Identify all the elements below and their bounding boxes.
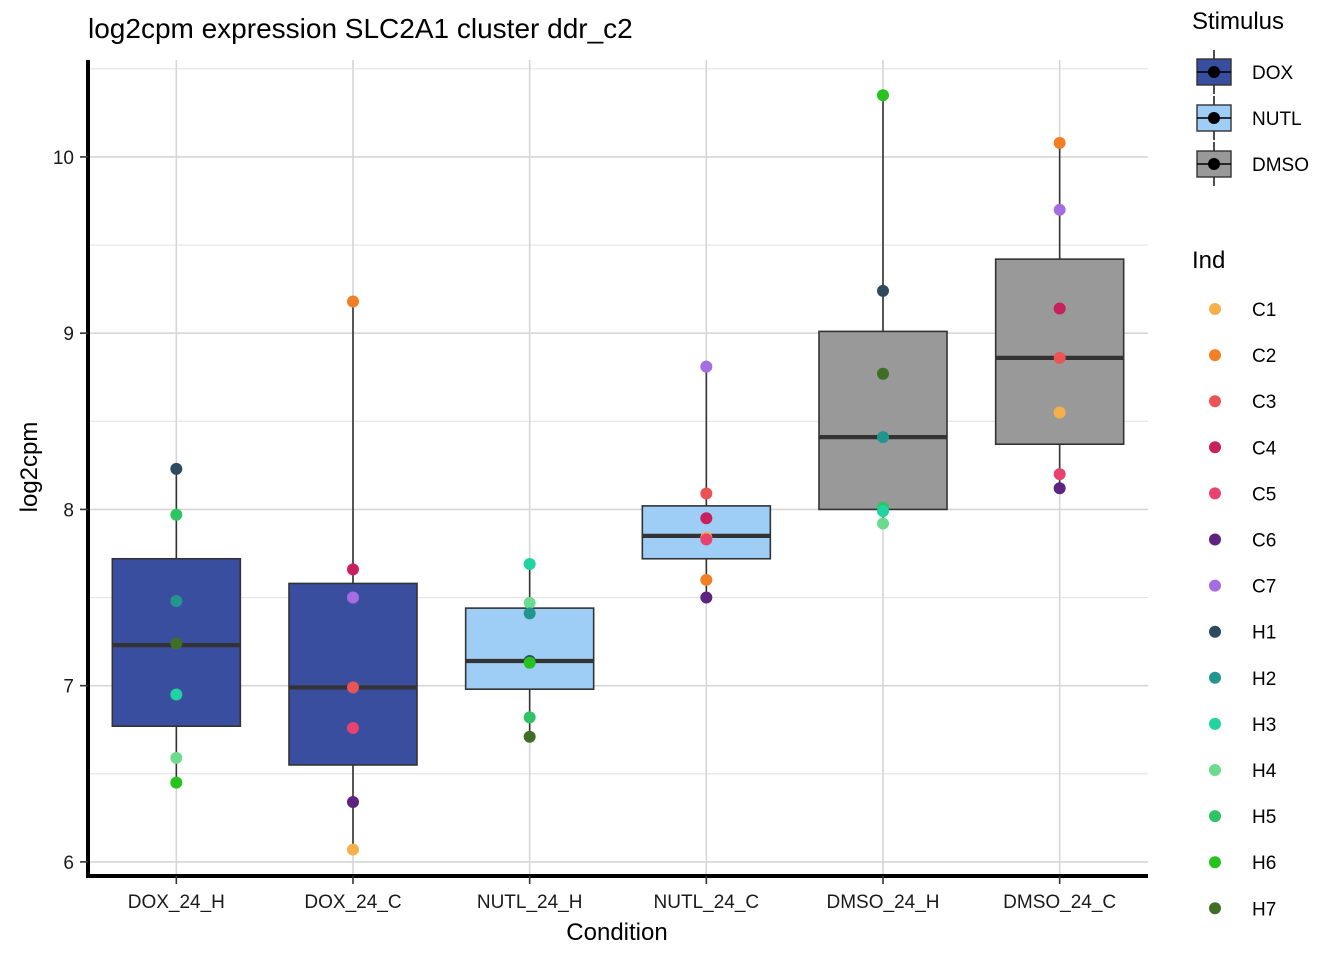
legend-swatch-c6	[1209, 533, 1221, 546]
data-point	[1053, 468, 1066, 481]
data-point	[700, 487, 713, 500]
data-point	[170, 462, 183, 475]
box-iqr	[288, 582, 418, 766]
data-point	[347, 843, 359, 856]
data-point	[523, 596, 536, 609]
data-point	[347, 681, 359, 694]
legend-label: C6	[1252, 531, 1276, 552]
grid	[88, 60, 1148, 876]
ind-legend-title: Ind	[1192, 247, 1225, 274]
legend-swatch-h4	[1209, 764, 1221, 776]
box-iqr	[818, 330, 948, 511]
data-point	[700, 512, 713, 525]
legend-swatch-h7	[1209, 902, 1221, 915]
legend-label: H2	[1252, 669, 1276, 690]
x-tick-label: DMSO_24_C	[1003, 892, 1116, 913]
chart-title: log2cpm expression SLC2A1 cluster ddr_c2	[88, 13, 633, 44]
legend-label: H3	[1252, 715, 1276, 736]
box-iqr	[464, 607, 595, 690]
data-point	[877, 431, 889, 444]
data-point	[877, 505, 889, 518]
points	[170, 89, 1066, 856]
legend-swatch-h5	[1209, 810, 1221, 823]
y-tick-label: 9	[63, 324, 74, 345]
legend-label: C7	[1252, 577, 1276, 598]
y-axis-label: log2cpm	[16, 422, 43, 513]
legend-label: C1	[1252, 300, 1276, 321]
data-point	[877, 284, 889, 297]
data-point	[347, 721, 359, 734]
y-tick-label: 10	[53, 148, 74, 169]
y-tick-label: 7	[63, 677, 74, 698]
x-tick-label: NUTL_24_H	[477, 892, 583, 913]
data-point	[1053, 136, 1066, 149]
data-point	[1053, 482, 1066, 495]
data-point	[523, 607, 536, 620]
data-point	[700, 573, 713, 586]
legend-swatch-h1	[1209, 625, 1221, 638]
x-tick-label: DMSO_24_H	[827, 892, 940, 913]
legend-label: C5	[1252, 484, 1276, 505]
data-point	[1053, 406, 1066, 419]
legend-label: H4	[1252, 761, 1277, 782]
legend-label: C4	[1252, 438, 1277, 459]
legend-swatch-c4	[1209, 441, 1221, 454]
legend-label: DMSO	[1252, 155, 1309, 176]
data-point	[877, 517, 889, 530]
legend-label: C2	[1252, 346, 1276, 367]
data-point	[1053, 351, 1066, 364]
y-tick-label: 6	[63, 853, 74, 874]
legend-label: H1	[1252, 623, 1276, 644]
legend-swatch-c1	[1209, 303, 1221, 315]
data-point	[170, 508, 183, 521]
x-tick-label: DOX_24_H	[128, 892, 225, 913]
legend-swatch-c3	[1209, 395, 1221, 408]
data-point	[523, 558, 536, 571]
data-point	[347, 563, 359, 576]
data-point	[170, 637, 183, 650]
ind-legend: Ind C1 C2 C3 C4 C5 C6 C7 H1 H2 H3 H4 H5 H6 H7	[1192, 247, 1277, 920]
data-point	[523, 730, 536, 743]
legend-label: DOX	[1252, 63, 1294, 84]
legend-swatch-h6	[1209, 856, 1221, 869]
stimulus-legend-title: Stimulus	[1192, 8, 1284, 35]
data-point	[877, 89, 889, 102]
data-point	[170, 688, 183, 701]
data-point	[700, 591, 713, 604]
data-point	[347, 795, 359, 808]
x-tick-label: NUTL_24_C	[654, 892, 760, 913]
data-point	[170, 751, 183, 764]
data-point	[523, 711, 536, 724]
data-point	[170, 595, 183, 608]
data-point	[700, 533, 713, 546]
x-axis-label: Condition	[566, 919, 667, 946]
legend-swatch-c2	[1209, 349, 1221, 362]
legend-label: H6	[1252, 853, 1276, 874]
legend-label: H5	[1252, 807, 1276, 828]
y-tick-label: 8	[63, 500, 74, 521]
legend-label: C3	[1252, 392, 1276, 413]
data-point	[700, 360, 713, 373]
axes: 6 7 8 9 10 DOX_24_H DOX_24_C NUTL_24_H NUTL_24_C…	[53, 60, 1148, 913]
data-point	[877, 367, 889, 380]
data-point	[1053, 203, 1066, 216]
data-point	[347, 591, 359, 604]
data-point	[170, 776, 183, 789]
legend-swatch-h2	[1209, 671, 1221, 684]
legend-label: H7	[1252, 899, 1276, 920]
data-point	[1053, 302, 1066, 315]
legend-swatch-c5	[1209, 487, 1221, 500]
data-point	[523, 656, 536, 669]
x-tick-label: DOX_24_C	[304, 892, 401, 913]
legend-key-point	[1208, 112, 1220, 124]
legend-swatch-h3	[1209, 717, 1221, 730]
boxes	[111, 95, 1125, 850]
legend-key-point	[1208, 66, 1220, 78]
legend-key-point	[1208, 158, 1220, 170]
stimulus-legend: Stimulus DOX NUTL DMSO	[1192, 8, 1309, 186]
data-point	[347, 295, 359, 308]
legend-label: NUTL	[1252, 109, 1302, 130]
legend-swatch-c7	[1209, 579, 1221, 592]
